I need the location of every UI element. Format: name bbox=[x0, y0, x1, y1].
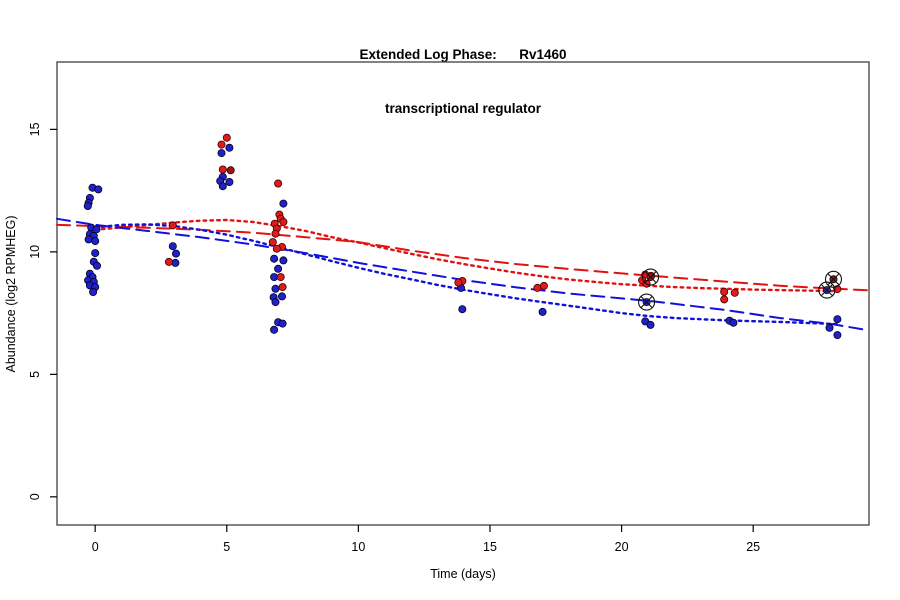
red-point bbox=[454, 278, 463, 287]
plot-box-group bbox=[56, 61, 870, 526]
blue-point bbox=[218, 182, 227, 191]
highlight-cross bbox=[640, 296, 653, 309]
red-point bbox=[279, 217, 288, 226]
trend-line-red-linear-longdash bbox=[56, 223, 869, 292]
blue-point bbox=[279, 199, 288, 208]
blue-point bbox=[271, 298, 280, 307]
highlight-cross bbox=[820, 284, 833, 297]
red-point bbox=[278, 283, 287, 292]
trend-line-red-loess-dotted bbox=[94, 218, 839, 293]
blue-point bbox=[833, 315, 842, 324]
blue-point bbox=[270, 254, 279, 263]
blue-point bbox=[646, 320, 655, 329]
x-tick-label: 20 bbox=[615, 540, 629, 554]
x-tick-label: 10 bbox=[351, 540, 365, 554]
blue-point bbox=[729, 318, 738, 327]
chart-title-line2: transcriptional regulator bbox=[384, 101, 542, 116]
blue-point bbox=[277, 292, 286, 301]
red-point bbox=[720, 287, 729, 296]
highlighted-points bbox=[638, 268, 843, 311]
trend-line-blue-linear-longdash bbox=[56, 217, 869, 332]
red-point bbox=[271, 229, 280, 238]
blue-point bbox=[278, 319, 287, 328]
red-point bbox=[168, 221, 177, 230]
red-point bbox=[730, 288, 739, 297]
red-point bbox=[533, 283, 542, 292]
blue-point bbox=[91, 237, 100, 246]
highlight-cross bbox=[644, 271, 657, 284]
red-point bbox=[164, 257, 173, 266]
blue-point bbox=[94, 185, 103, 194]
blue-point bbox=[225, 143, 234, 152]
blue-point bbox=[84, 235, 93, 244]
red-point bbox=[218, 165, 227, 174]
blue-point bbox=[83, 201, 92, 210]
red-point bbox=[272, 244, 281, 253]
blue-point bbox=[458, 305, 467, 314]
blue-point bbox=[270, 273, 279, 282]
blue-point bbox=[217, 149, 226, 158]
trend-line-blue-loess-dotted bbox=[94, 223, 839, 326]
red-point bbox=[720, 295, 729, 304]
plot-box bbox=[56, 61, 870, 526]
red-point bbox=[268, 238, 277, 247]
trend-lines bbox=[56, 217, 869, 332]
blue-point bbox=[171, 258, 180, 267]
blue-point bbox=[270, 325, 279, 334]
blue-point bbox=[168, 242, 177, 251]
x-tick-label: 5 bbox=[223, 540, 230, 554]
blue-point bbox=[538, 307, 547, 316]
x-tick-label: 15 bbox=[483, 540, 497, 554]
highlight-ring bbox=[818, 281, 836, 299]
darkred-point bbox=[226, 166, 235, 175]
y-tick-label: 0 bbox=[28, 493, 42, 500]
y-axis-label: Abundance (log2 RPMHEG) bbox=[4, 215, 18, 372]
blue-point bbox=[171, 249, 180, 258]
x-axis: 0 5 10 15 20 25 bbox=[92, 525, 760, 554]
blue-point bbox=[91, 249, 100, 258]
red-point bbox=[276, 273, 285, 282]
x-tick-label: 25 bbox=[746, 540, 760, 554]
blue-point bbox=[89, 287, 98, 296]
red-point bbox=[222, 133, 231, 142]
red-point bbox=[217, 140, 226, 149]
red-point bbox=[539, 281, 548, 290]
highlight-ring bbox=[641, 268, 660, 286]
blue-point bbox=[825, 323, 834, 332]
y-axis: 0 5 10 15 bbox=[28, 122, 57, 500]
highlight-ring bbox=[824, 270, 843, 288]
red-point bbox=[274, 179, 283, 188]
blue-point bbox=[271, 284, 280, 293]
y-tick-label: 15 bbox=[28, 122, 42, 136]
blue-point bbox=[279, 256, 288, 265]
chart-title: Extended Log Phase: Rv1460 transcription… bbox=[0, 10, 900, 154]
blue-point bbox=[225, 177, 234, 186]
chart-title-line1: Extended Log Phase: Rv1460 bbox=[359, 47, 567, 62]
blue-point bbox=[93, 261, 102, 270]
y-tick-label: 5 bbox=[28, 371, 42, 378]
x-axis-label: Time (days) bbox=[430, 567, 496, 581]
blue-point bbox=[833, 331, 842, 340]
highlight-ring bbox=[638, 293, 656, 311]
blue-point bbox=[92, 225, 101, 234]
x-tick-label: 0 bbox=[92, 540, 99, 554]
data-points bbox=[83, 133, 842, 340]
y-tick-label: 10 bbox=[28, 245, 42, 259]
blue-point bbox=[274, 264, 283, 273]
